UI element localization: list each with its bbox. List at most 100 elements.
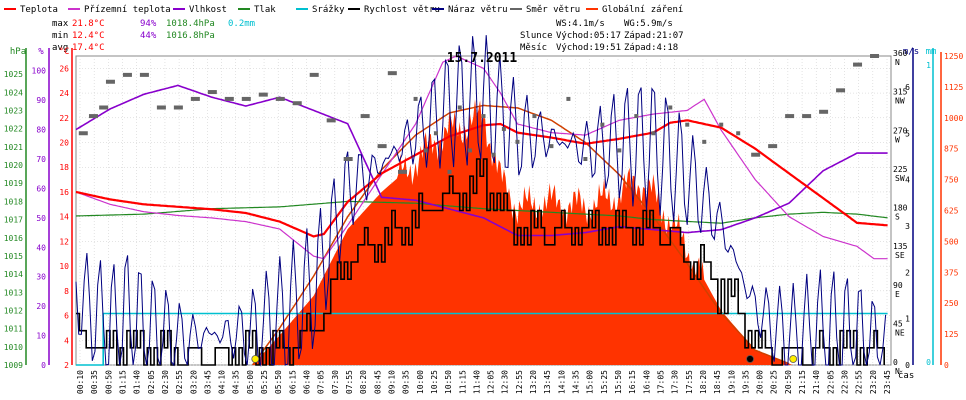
direction-mark (360, 114, 370, 119)
series-wind-speed (76, 158, 886, 366)
tick-radiation: 875 (944, 145, 959, 154)
legend-item: Srážky (296, 5, 345, 15)
direction-mark (457, 105, 462, 110)
direction-mark (241, 96, 251, 101)
tick-pressure_hpa: 1015 (4, 252, 23, 261)
direction-mark (377, 144, 387, 149)
series-wind-gust (75, 35, 887, 367)
x-tick-label: 15:25 (600, 370, 609, 394)
direction-mark (501, 126, 506, 131)
tick-radiation: 750 (944, 176, 959, 185)
series-humidity (75, 84, 888, 237)
tick-wind_ms: 2 (905, 268, 910, 277)
tick-wind_ms: 4 (905, 176, 910, 185)
direction-mark (491, 152, 496, 157)
tick-wind_ms: 5 (905, 129, 910, 138)
direction-mark (78, 131, 88, 136)
x-tick-label: 07:30 (331, 370, 340, 394)
x-tick-label: 05:50 (274, 370, 283, 394)
legend-item: Přízemní teplota (68, 5, 171, 15)
legend-item: Vlhkost (173, 5, 227, 15)
x-tick-label: 20:25 (770, 370, 779, 394)
tick-humidity_pct: 0 (41, 361, 46, 370)
marker-sunset (789, 355, 798, 363)
x-tick-label: 12:05 (487, 370, 496, 394)
direction-mark (122, 72, 132, 77)
legend: Teplota Přízemní teplota Vlhkost Tlak Srážky… (4, 5, 683, 15)
direction-mark (309, 72, 319, 77)
x-tick-label: 16:40 (642, 370, 651, 394)
direction-mark (515, 139, 520, 144)
tick-temperature_c: 2 (64, 361, 69, 370)
x-tick-label: 07:55 (345, 370, 354, 394)
tick-direction: 270 (893, 126, 908, 135)
tick-rain_mm: 0 (926, 358, 931, 367)
tick-direction: 0 (893, 358, 898, 367)
tick-pressure_hpa: 1012 (4, 306, 23, 315)
tick-temperature_c: 26 (59, 64, 69, 73)
x-tick-label: 02:30 (161, 370, 170, 394)
tick-humidity_pct: 20 (36, 302, 46, 311)
tick-pressure_hpa: 1024 (4, 88, 23, 97)
axis-label-wind_ms: m/s (903, 47, 919, 57)
x-tick-label: 21:15 (798, 370, 807, 394)
direction-mark (88, 114, 98, 119)
direction-mark (207, 90, 217, 95)
tick-pressure_hpa: 1023 (4, 107, 23, 116)
tick-radiation: 500 (944, 237, 959, 246)
direction-mark (139, 72, 149, 77)
legend-label: Teplota (20, 5, 58, 15)
legend-label: Náraz větru (448, 5, 508, 15)
radiation-area (252, 99, 793, 365)
legend-label: Vlhkost (189, 5, 227, 15)
direction-mark (326, 118, 336, 123)
direction-mark (634, 114, 639, 119)
x-tick-label: 03:20 (189, 370, 198, 394)
tick-direction-label: W (895, 135, 900, 144)
tick-wind_ms: 6 (905, 83, 910, 92)
direction-mark (343, 157, 353, 161)
tick-direction-label: NE (895, 328, 905, 337)
x-tick-label: 16:15 (628, 370, 637, 394)
tick-temperature_c: 6 (64, 312, 69, 321)
legend-label: Rychlost větru (364, 5, 440, 15)
direction-mark (258, 92, 268, 97)
series-rain (76, 312, 888, 366)
x-tick-label: 22:55 (855, 370, 864, 394)
tick-humidity_pct: 60 (36, 184, 46, 193)
x-tick-label: 13:20 (529, 370, 538, 394)
x-tick-label: 15:00 (586, 370, 595, 394)
direction-mark (768, 144, 778, 149)
tick-temperature_c: 20 (59, 139, 69, 148)
stats-max-rain: 0.2mm (228, 19, 255, 29)
direction-mark (99, 105, 109, 110)
tick-direction: 45 (893, 319, 903, 328)
stats-avg-temp: 17.4°C (72, 43, 105, 53)
tick-pressure_hpa: 1018 (4, 197, 23, 206)
direction-mark (423, 148, 428, 153)
x-tick-label: 19:35 (741, 370, 750, 394)
tick-humidity_pct: 40 (36, 243, 46, 252)
x-tick-label: 01:15 (118, 370, 127, 394)
tick-direction-label: E (895, 290, 900, 299)
tick-radiation: 1125 (944, 83, 963, 92)
direction-mark (398, 169, 407, 174)
stats-max-label: max (52, 19, 69, 29)
direction-mark (785, 114, 795, 119)
x-tick-label: 00:35 (90, 370, 99, 394)
stats-min-label: min (52, 31, 68, 41)
direction-mark (836, 88, 846, 93)
axes: hPa1009101010111012101310141015101610171… (4, 47, 964, 394)
stats-avg-label: avg (52, 43, 68, 53)
tick-pressure_hpa: 1016 (4, 234, 23, 243)
direction-mark (190, 96, 200, 101)
direction-mark (668, 105, 673, 110)
x-tick-label: 22:05 (826, 370, 835, 394)
info-sun-label: Slunce (520, 31, 553, 41)
direction-mark (549, 144, 554, 149)
info-sun-rise: Východ:05:17 (556, 31, 621, 41)
direction-mark (566, 96, 571, 101)
x-tick-label: 08:20 (359, 370, 368, 394)
info-ws: WS:4.1m/s (556, 19, 605, 29)
x-tick-label: 00:10 (76, 370, 85, 394)
